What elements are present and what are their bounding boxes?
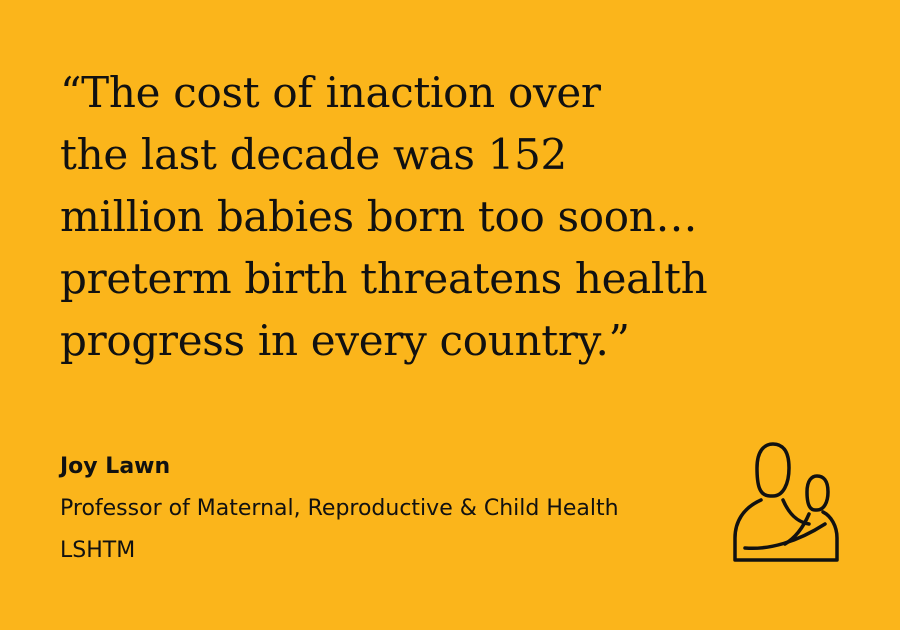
- quote-line: “The cost of inaction over: [60, 68, 601, 117]
- parent-child-icon: [733, 442, 839, 562]
- quote-line: preterm birth threatens health: [60, 254, 708, 303]
- quote-line: progress in every country.”: [60, 316, 630, 365]
- author-name: Joy Lawn: [60, 454, 171, 479]
- quote-line: the last decade was 152: [60, 130, 567, 179]
- author: Joy Lawn Professor of Maternal, Reproduc…: [60, 446, 619, 572]
- quote: “The cost of inaction over the last deca…: [60, 62, 880, 372]
- author-organization: LSHTM: [60, 538, 136, 563]
- quote-line: million babies born too soon…: [60, 192, 698, 241]
- author-role: Professor of Maternal, Reproductive & Ch…: [60, 496, 619, 521]
